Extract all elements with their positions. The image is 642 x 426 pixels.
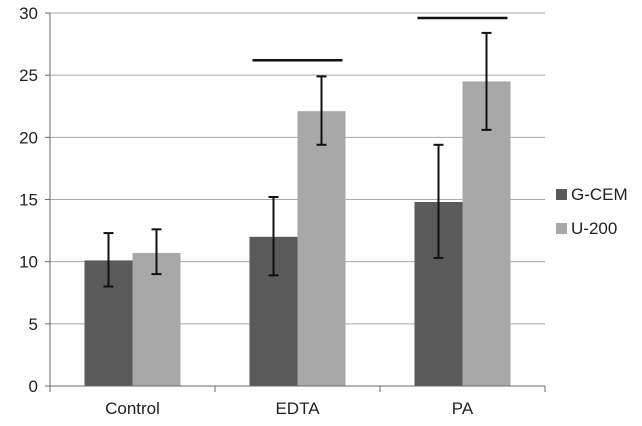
axes: 0 5 10 15 20 25 30 Control EDTA PA bbox=[19, 4, 546, 418]
y-tick-label: 30 bbox=[19, 4, 38, 23]
bar-u-200-pa bbox=[462, 81, 511, 386]
bars bbox=[84, 81, 511, 387]
y-tick-label: 0 bbox=[29, 377, 38, 396]
bar-u-200-edta bbox=[297, 111, 346, 387]
x-tick-label-control: Control bbox=[105, 399, 160, 418]
significance-bars bbox=[252, 16, 508, 62]
bar-u-200-control bbox=[132, 252, 181, 386]
legend-swatch-g-cem bbox=[556, 189, 567, 200]
x-tick-label-pa: PA bbox=[452, 399, 474, 418]
y-tick-label: 25 bbox=[19, 66, 38, 85]
y-tick-label: 5 bbox=[29, 315, 38, 334]
legend: G-CEM U-200 bbox=[556, 185, 628, 238]
y-tick-label: 10 bbox=[19, 253, 38, 272]
y-tick-label: 20 bbox=[19, 128, 38, 147]
y-tick-label: 15 bbox=[19, 191, 38, 210]
error-bars bbox=[103, 31, 492, 288]
legend-label-g-cem: G-CEM bbox=[571, 185, 628, 204]
legend-label-u-200: U-200 bbox=[571, 219, 617, 238]
legend-swatch-u-200 bbox=[556, 223, 567, 234]
x-tick-label-edta: EDTA bbox=[275, 399, 320, 418]
